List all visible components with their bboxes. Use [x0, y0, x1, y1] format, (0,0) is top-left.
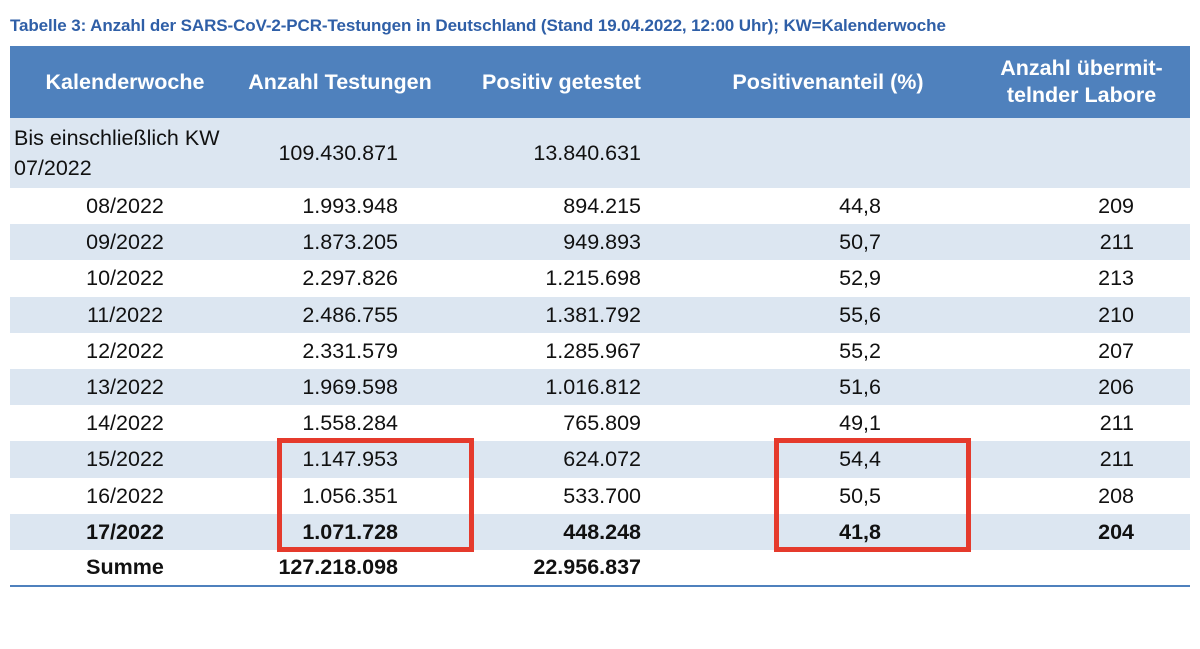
cell-positivenanteil: 54,4 — [839, 447, 881, 472]
header-anzahl-testungen: Anzahl Testungen — [248, 69, 432, 94]
table-row: 10/2022 2.297.826 1.215.698 52,9 213 — [10, 260, 1190, 296]
header-labore-line2: telnder Labore — [1006, 83, 1157, 107]
cell-positivenanteil: 52,9 — [839, 266, 881, 291]
cell-kalenderwoche: 08/2022 — [86, 194, 164, 219]
table-row: 11/2022 2.486.755 1.381.792 55,6 210 — [10, 296, 1190, 333]
header-positivenanteil: Positivenanteil (%) — [732, 69, 924, 94]
cell-anzahl-labore — [973, 118, 1190, 188]
cell-kalenderwoche: 17/2022 — [86, 519, 164, 544]
cell-kalenderwoche: 16/2022 — [86, 483, 164, 508]
table-row: 14/2022 1.558.284 765.809 49,1 211 — [10, 405, 1190, 441]
cell-kalenderwoche: 11/2022 — [86, 302, 164, 327]
cell-positiv-getestet: 1.381.792 — [545, 302, 641, 327]
cell-positiv-getestet: 765.809 — [563, 411, 641, 436]
cell-anzahl-testungen: 1.969.598 — [302, 375, 398, 400]
cell-sum-empty — [683, 550, 973, 586]
cell-anzahl-labore: 209 — [1098, 194, 1134, 219]
cell-anzahl-labore: 211 — [1099, 230, 1134, 255]
cell-anzahl-testungen: 1.993.948 — [302, 194, 398, 219]
cell-anzahl-labore: 208 — [1098, 483, 1134, 508]
cell-anzahl-labore: 204 — [1098, 519, 1134, 544]
cell-anzahl-testungen: 2.297.826 — [302, 266, 398, 291]
cell-anzahl-testungen: 2.331.579 — [302, 338, 398, 363]
table-row: 17/2022 1.071.728 448.248 41,8 204 — [10, 513, 1190, 550]
highlight-box-testungen — [277, 438, 474, 552]
table-row: 15/2022 1.147.953 624.072 54,4 211 — [10, 441, 1190, 478]
cell-positivenanteil: 55,6 — [839, 302, 881, 327]
table-row: 12/2022 2.331.579 1.285.967 55,2 207 — [10, 333, 1190, 369]
cell-kalenderwoche: 10/2022 — [86, 266, 164, 291]
cell-anzahl-labore: 207 — [1098, 338, 1134, 363]
header-labore-line1: Anzahl übermit- — [1000, 56, 1163, 80]
cell-positivenanteil: 44,8 — [839, 194, 881, 219]
cell-anzahl-labore: 206 — [1098, 375, 1134, 400]
cell-anzahl-labore: 211 — [1099, 411, 1134, 436]
cell-positiv-getestet: 1.215.698 — [545, 266, 641, 291]
header-kalenderwoche: Kalenderwoche — [45, 69, 205, 94]
table-row: 09/2022 1.873.205 949.893 50,7 211 — [10, 224, 1190, 261]
header-anzahl-labore: Anzahl übermit- telnder Labore — [973, 46, 1190, 118]
table-body: Bis einschließlich KW 07/2022 109.430.871… — [10, 118, 1190, 587]
cell-anzahl-testungen: 1.056.351 — [302, 483, 398, 508]
cell-anzahl-testungen: 2.486.755 — [302, 302, 398, 327]
pcr-testing-table: Kalenderwoche Anzahl Testungen Positiv g… — [10, 46, 1190, 587]
cell-kalenderwoche: 13/2022 — [86, 375, 164, 400]
header-row: Kalenderwoche Anzahl Testungen Positiv g… — [10, 46, 1190, 118]
cell-anzahl-testungen: 1.147.953 — [302, 447, 398, 472]
cell-sum-testungen: 127.218.098 — [278, 555, 398, 580]
table-header: Kalenderwoche Anzahl Testungen Positiv g… — [10, 46, 1190, 118]
cell-positiv-getestet: 949.893 — [563, 230, 641, 255]
cell-anzahl-testungen: 1.558.284 — [302, 411, 398, 436]
cell-positivenanteil: 50,7 — [839, 230, 881, 255]
cell-positivenanteil: 41,8 — [839, 519, 881, 544]
cell-positiv-getestet: 624.072 — [563, 447, 641, 472]
cell-positiv-getestet: 894.215 — [563, 194, 641, 219]
cell-positiv-getestet: 448.248 — [563, 519, 641, 544]
header-positiv-getestet: Positiv getestet — [482, 69, 641, 94]
cell-kalenderwoche: 12/2022 — [86, 338, 164, 363]
cell-positivenanteil: 50,5 — [839, 483, 881, 508]
cell-positivenanteil: 49,1 — [839, 411, 881, 436]
cell-sum-label: Summe — [86, 555, 164, 580]
cell-kalenderwoche: 14/2022 — [86, 411, 164, 436]
cell-positivenanteil — [683, 118, 973, 188]
cell-anzahl-labore: 211 — [1099, 447, 1134, 472]
cell-sum-positiv: 22.956.837 — [533, 555, 641, 580]
table-row: 08/2022 1.993.948 894.215 44,8 209 — [10, 188, 1190, 224]
table-caption: Tabelle 3: Anzahl der SARS-CoV-2-PCR-Tes… — [10, 16, 946, 35]
highlight-box-positivenanteil — [774, 438, 971, 552]
cell-positiv-getestet: 13.840.631 — [533, 141, 641, 165]
cell-positiv-getestet: 1.285.967 — [545, 338, 641, 363]
cell-anzahl-labore: 210 — [1098, 302, 1134, 327]
cell-kalenderwoche: 09/2022 — [86, 230, 164, 255]
sum-row: Summe 127.218.098 22.956.837 — [10, 550, 1190, 587]
cell-positiv-getestet: 533.700 — [563, 483, 641, 508]
table-row: 16/2022 1.056.351 533.700 50,5 208 — [10, 478, 1190, 514]
cell-positivenanteil: 55,2 — [839, 338, 881, 363]
cell-kalenderwoche: 15/2022 — [86, 447, 164, 472]
table-row: 13/2022 1.969.598 1.016.812 51,6 206 — [10, 368, 1190, 406]
cell-anzahl-testungen: 1.873.205 — [302, 230, 398, 255]
cell-positivenanteil: 51,6 — [839, 375, 881, 400]
cell-positiv-getestet: 1.016.812 — [545, 375, 641, 400]
cell-anzahl-testungen: 1.071.728 — [302, 519, 398, 544]
cell-anzahl-testungen: 109.430.871 — [278, 141, 398, 165]
cell-sum-empty — [973, 550, 1190, 586]
table-row: Bis einschließlich KW 07/2022 109.430.871… — [10, 118, 1190, 188]
cell-kalenderwoche: Bis einschließlich KW 07/2022 — [14, 126, 220, 180]
cell-anzahl-labore: 213 — [1098, 266, 1134, 291]
